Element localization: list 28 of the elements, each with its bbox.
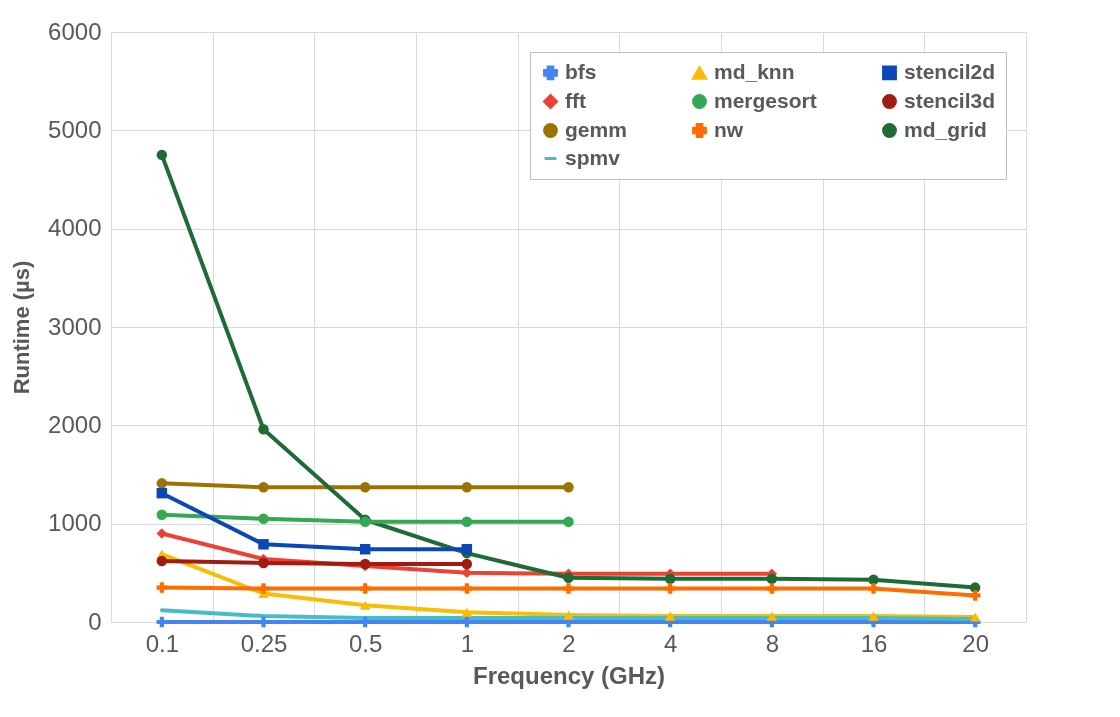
y-tick-label: 0 xyxy=(88,607,102,635)
x-tick-label: 0.25 xyxy=(240,629,288,657)
x-tick-label: 4 xyxy=(663,629,678,657)
x-tick-label: 0.5 xyxy=(348,629,383,657)
y-tick-label: 6000 xyxy=(48,17,102,45)
x-tick-label: 1 xyxy=(460,629,475,657)
legend-label: stencil3d xyxy=(904,88,996,112)
legend-label: fft xyxy=(565,88,586,112)
x-tick-label: 16 xyxy=(860,629,888,657)
legend-label: md_knn xyxy=(714,60,795,84)
legend-label: md_grid xyxy=(904,117,987,141)
x-tick-label: 2 xyxy=(562,629,576,657)
x-tick-label: 20 xyxy=(962,629,990,657)
legend-label: spmv xyxy=(565,145,621,169)
y-tick-label: 3000 xyxy=(48,312,102,340)
y-tick-label: 5000 xyxy=(48,115,102,143)
legend-label: mergesort xyxy=(714,88,817,112)
y-tick-label: 4000 xyxy=(48,214,102,242)
legend-label: gemm xyxy=(565,117,627,141)
y-tick-label: 2000 xyxy=(48,410,102,438)
x-tick-label: 8 xyxy=(765,629,780,657)
legend-label: nw xyxy=(714,117,744,141)
x-tick-label: 0.1 xyxy=(145,629,180,657)
y-tick-label: 1000 xyxy=(48,509,102,537)
y-axis-title: Runtime (µs) xyxy=(9,260,35,395)
x-axis-title: Frequency (GHz) xyxy=(472,661,666,689)
legend-label: stencil2d xyxy=(904,59,996,83)
legend-label: bfs xyxy=(565,59,597,83)
